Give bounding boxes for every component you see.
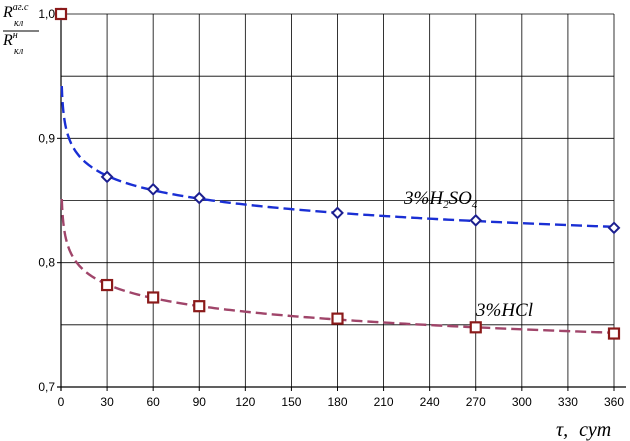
x-tick-label: 90 bbox=[193, 395, 207, 409]
series-label-h2so4-sub1: 2 bbox=[443, 199, 449, 211]
y-label-bottom-sub: кл bbox=[14, 46, 24, 57]
svg-text:Rн: Rн bbox=[2, 30, 18, 49]
x-tick-label: 180 bbox=[327, 395, 347, 409]
data-point-hcl bbox=[469, 321, 482, 334]
trend-line-h2so4 bbox=[60, 86, 615, 229]
data-point-hcl bbox=[607, 327, 621, 340]
y-label-top-sup: аг.с bbox=[13, 2, 29, 13]
series-label-h2so4-sub2: 4 bbox=[472, 199, 478, 211]
y-tick-label: 0,8 bbox=[38, 256, 55, 270]
x-tick-label: 150 bbox=[281, 395, 301, 409]
series-label-h2so4-part2: SO bbox=[449, 188, 473, 209]
svg-text:3%H2SO4: 3%H2SO4 bbox=[403, 188, 478, 211]
series-label-h2so4: 3%H2SO4 bbox=[403, 188, 478, 211]
x-tick-label: 300 bbox=[512, 395, 532, 409]
y-label-bottom-sup: н bbox=[13, 30, 18, 41]
svg-text:Rаг.с: Rаг.с bbox=[2, 2, 29, 21]
grid bbox=[61, 13, 615, 387]
axes: 0 30 60 90 120 150 180 210 240 270 300 330 360 0,7 0,8… bbox=[38, 7, 626, 409]
y-label-top-sub: кл bbox=[14, 18, 24, 29]
x-tick-label: 270 bbox=[466, 395, 486, 409]
y-label-bottom-base: R bbox=[2, 32, 13, 49]
data-point-hcl bbox=[331, 312, 344, 325]
data-point-h2so4 bbox=[469, 213, 483, 227]
data-point-hcl bbox=[193, 300, 206, 313]
data-point-h2so4 bbox=[607, 221, 621, 235]
x-tick-label: 60 bbox=[146, 395, 160, 409]
data-point-hcl bbox=[100, 278, 114, 292]
y-tick-label: 0,7 bbox=[38, 380, 55, 394]
svg-text:τ, сут: τ, сут bbox=[556, 419, 611, 441]
y-label-top-base: R bbox=[2, 4, 13, 21]
x-tick-label: 360 bbox=[604, 395, 624, 409]
x-label-symbol: τ, bbox=[556, 419, 568, 441]
series-label-h2so4-part1: 3%H bbox=[403, 188, 444, 209]
data-point-hcl bbox=[54, 7, 68, 21]
series-label-hcl: 3%HCl bbox=[475, 300, 533, 321]
x-tick-label: 330 bbox=[558, 395, 578, 409]
series bbox=[54, 7, 621, 340]
x-tick-label: 0 bbox=[58, 395, 65, 409]
trend-line-hcl bbox=[60, 198, 615, 334]
data-point-h2so4 bbox=[331, 206, 344, 220]
data-point-h2so4 bbox=[100, 170, 114, 184]
x-tick-label: 240 bbox=[420, 395, 440, 409]
y-axis-label: Rаг.с кл Rн кл bbox=[2, 2, 39, 57]
svg-text:3%HCl: 3%HCl bbox=[475, 300, 533, 321]
data-point-h2so4 bbox=[146, 182, 160, 196]
series-label-hcl-part1: 3%HCl bbox=[475, 300, 533, 321]
data-point-hcl bbox=[147, 291, 160, 304]
data-point-h2so4 bbox=[192, 191, 206, 205]
x-tick-label: 210 bbox=[374, 395, 394, 409]
y-tick-label: 0,9 bbox=[38, 131, 55, 145]
x-label-unit: сут bbox=[579, 419, 611, 441]
y-tick-label: 1,0 bbox=[38, 7, 55, 21]
x-tick-label: 30 bbox=[100, 395, 114, 409]
x-tick-label: 120 bbox=[235, 395, 255, 409]
x-axis-label: τ, сут bbox=[556, 419, 611, 441]
